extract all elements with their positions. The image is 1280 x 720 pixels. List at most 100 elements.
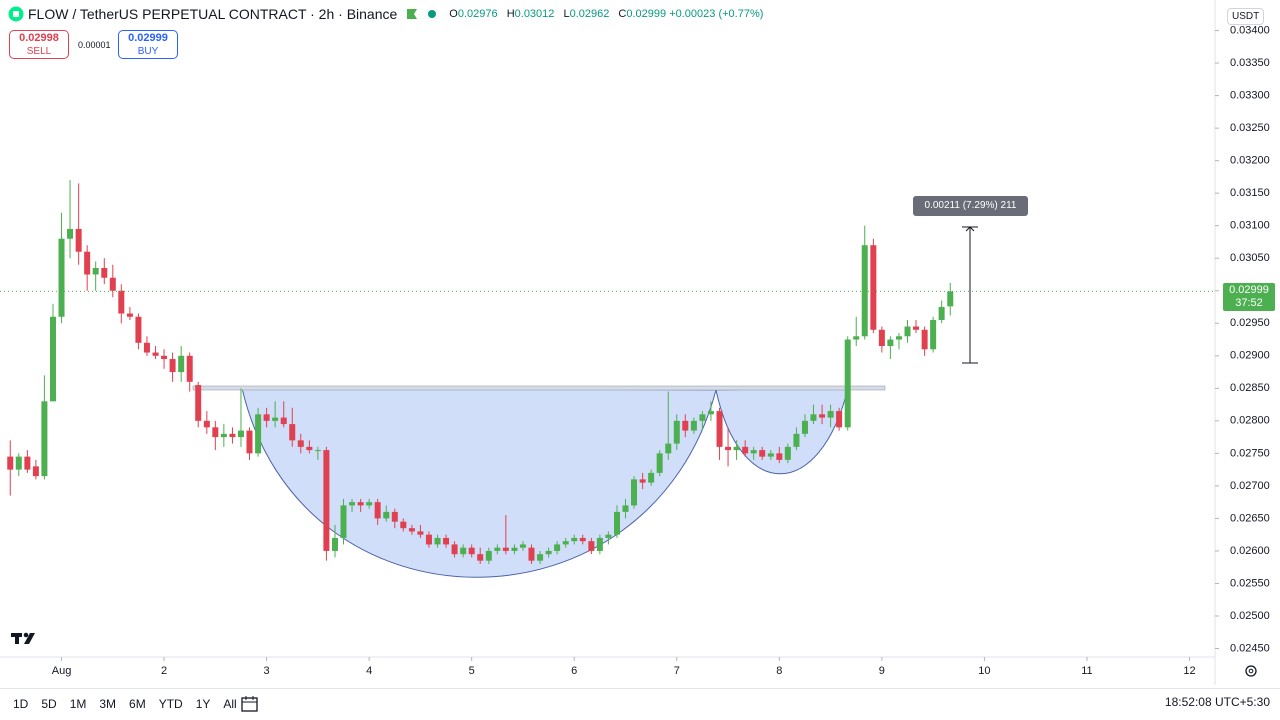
candle-body (767, 453, 774, 457)
ohlc-key: H (506, 8, 515, 20)
candle-body (229, 433, 236, 438)
candle-body (613, 511, 620, 535)
candle-body (819, 414, 826, 418)
y-tick-label: 0.02800 (1230, 415, 1270, 427)
buy-button[interactable]: 0.02999 BUY (118, 30, 178, 59)
candle-body (656, 453, 663, 473)
candle-body (84, 251, 91, 275)
candle-body (75, 228, 82, 252)
candle-body (391, 511, 398, 522)
candle-body (434, 537, 441, 545)
candle-body (349, 502, 356, 506)
candle-body (383, 511, 390, 519)
candle-body (24, 456, 31, 470)
candle-body (878, 329, 885, 347)
candle-body (485, 550, 492, 561)
candle-body (15, 456, 22, 470)
status-dot (428, 10, 437, 18)
y-tick-label: 0.02750 (1230, 447, 1270, 459)
y-tick-label: 0.03200 (1230, 155, 1270, 167)
candle-body (904, 326, 911, 337)
chart-title: FLOW / TetherUS PERPETUAL CONTRACT · 2h … (28, 6, 398, 22)
y-tick-label: 0.02550 (1230, 577, 1270, 589)
x-tick-label: 10 (978, 665, 990, 677)
timeframe-button[interactable]: YTD (158, 697, 183, 711)
candle-body (357, 502, 364, 506)
timeframe-button[interactable]: 1Y (195, 697, 211, 711)
candle-body (186, 355, 193, 382)
sell-label: SELL (26, 46, 52, 57)
candle-body (938, 307, 945, 321)
candle-body (930, 320, 937, 350)
currency-button[interactable]: USDT (1227, 8, 1265, 25)
toolbar: 1D 5D 1M 3M 6M YTD 1Y All (0, 688, 1280, 719)
candle-body (528, 547, 535, 561)
candles (7, 180, 954, 564)
change-pct: (+0.77%) (718, 8, 764, 20)
countdown: 37:52 (1235, 297, 1263, 310)
x-tick-label: 8 (776, 665, 782, 677)
candle-body (554, 544, 561, 551)
candle-body (477, 554, 484, 561)
y-tick-label: 0.03150 (1230, 187, 1270, 199)
candle-body (443, 537, 450, 545)
date-range-icon[interactable] (240, 695, 260, 713)
candle-body (682, 420, 689, 431)
candle-body (263, 414, 270, 421)
candle-body (109, 277, 116, 291)
x-tick-label: Aug (52, 665, 72, 677)
ohlc-key: L (563, 8, 570, 20)
y-tick-label: 0.02950 (1230, 317, 1270, 329)
candle-body (571, 537, 578, 542)
candle-body (332, 537, 339, 551)
candle-body (272, 417, 279, 421)
ohlc-value: 0.02976 (457, 8, 498, 20)
candle-body (314, 450, 321, 452)
candle-body (178, 355, 185, 373)
candle-body (750, 450, 757, 454)
candle-body (776, 453, 783, 460)
timeframe-button[interactable]: 1M (69, 697, 87, 711)
measure-label: 0.00211 (7.29%) 211 (913, 196, 1028, 216)
candle-body (801, 420, 808, 434)
candle-body (92, 267, 99, 275)
timeframe-button[interactable]: 5D (41, 697, 57, 711)
candle-body (605, 534, 612, 538)
candle-body (861, 245, 868, 337)
x-tick-label: 6 (571, 665, 577, 677)
candle-body (519, 544, 526, 548)
timeframe-button[interactable]: All (223, 697, 237, 711)
handle-shape (715, 387, 849, 475)
candle-body (126, 313, 133, 317)
candle-body (400, 521, 407, 529)
candle-body (784, 446, 791, 460)
candle-body (280, 417, 287, 425)
timeframe-button[interactable]: 3M (99, 697, 117, 711)
candle-body (562, 541, 569, 545)
candle-body (759, 450, 766, 457)
x-tick-label: 12 (1183, 665, 1195, 677)
y-tick-label: 0.02700 (1230, 480, 1270, 492)
y-tick-label: 0.02500 (1230, 610, 1270, 622)
candle-body (716, 411, 723, 447)
candle-body (408, 528, 415, 532)
candle-body (135, 316, 142, 343)
symbol-icon (8, 6, 24, 22)
timeframe-button[interactable]: 1D (13, 697, 29, 711)
settings-icon[interactable] (1245, 665, 1257, 677)
candle-body (161, 355, 168, 360)
candle-body (810, 414, 817, 421)
sell-button[interactable]: 0.02998 SELL (9, 30, 69, 59)
candle-body (742, 446, 749, 454)
ohlc-value: 0.03012 (514, 8, 555, 20)
header: FLOW / TetherUS PERPETUAL CONTRACT · 2h … (8, 6, 763, 22)
y-tick-label: 0.03100 (1230, 220, 1270, 232)
resistance-line (192, 385, 886, 391)
timeframe-button[interactable]: 6M (129, 697, 146, 711)
candle-body (32, 466, 39, 477)
candle-body (323, 450, 330, 551)
y-tick-label: 0.02850 (1230, 382, 1270, 394)
candle-body (374, 502, 381, 519)
